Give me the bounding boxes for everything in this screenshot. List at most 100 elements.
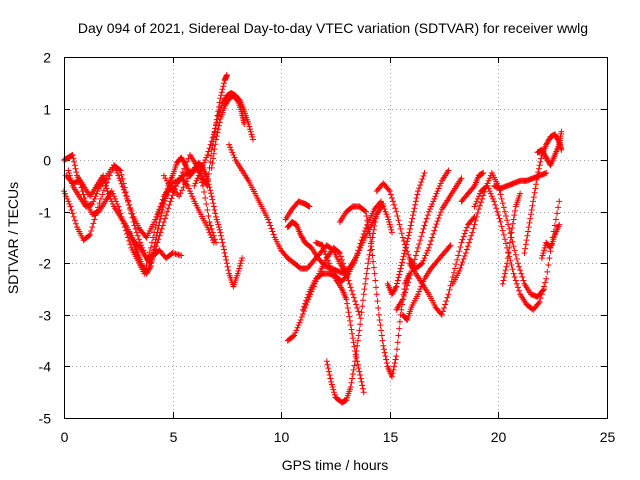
data-point-marker — [114, 170, 121, 177]
data-point-marker — [412, 252, 419, 259]
data-point-marker — [239, 255, 246, 262]
data-point-marker — [510, 270, 517, 277]
data-point-marker — [213, 216, 220, 223]
data-point-marker — [396, 325, 403, 332]
data-point-marker — [355, 308, 362, 315]
data-point-marker — [531, 189, 538, 196]
data-point-marker — [341, 263, 348, 270]
data-point-marker — [505, 249, 512, 256]
data-point-marker — [149, 255, 156, 262]
data-point-marker — [472, 200, 479, 207]
data-point-marker — [89, 200, 96, 207]
data-point-marker — [235, 268, 242, 275]
data-point-marker — [150, 247, 157, 254]
data-point-marker — [386, 221, 393, 228]
data-point-marker — [204, 206, 211, 213]
data-point-marker — [223, 100, 230, 107]
data-point-marker — [176, 193, 183, 200]
data-point-marker — [206, 145, 213, 152]
data-point-marker — [202, 194, 209, 201]
data-point-marker — [518, 270, 525, 277]
data-point-marker — [378, 198, 385, 205]
data-point-marker — [158, 210, 165, 217]
data-point-marker — [211, 128, 218, 135]
data-point-marker — [538, 255, 545, 262]
data-point-marker — [192, 180, 199, 187]
data-point-marker — [345, 277, 352, 284]
series-track-24 — [471, 182, 563, 313]
data-point-marker — [354, 337, 361, 344]
data-point-marker — [458, 262, 465, 269]
data-point-marker — [90, 220, 97, 227]
data-point-marker — [386, 188, 393, 195]
data-point-marker — [198, 164, 205, 171]
data-point-marker — [467, 236, 474, 243]
data-point-marker — [374, 298, 381, 305]
data-point-marker — [552, 132, 559, 139]
data-point-marker — [430, 231, 437, 238]
data-point-marker — [426, 206, 433, 213]
data-point-marker — [504, 217, 511, 224]
data-point-marker — [204, 224, 211, 231]
data-point-marker — [425, 244, 432, 251]
data-point-marker — [361, 228, 368, 235]
data-point-marker — [433, 221, 440, 228]
data-point-marker — [205, 176, 212, 183]
x-tick-label: 0 — [61, 429, 69, 445]
data-point-marker — [417, 237, 424, 244]
data-point-marker — [546, 243, 553, 250]
data-point-marker — [266, 219, 273, 226]
data-point-marker — [290, 333, 297, 340]
data-point-marker — [215, 126, 222, 133]
data-point-marker — [382, 353, 389, 360]
data-point-marker — [126, 201, 133, 208]
data-point-marker — [344, 271, 351, 278]
data-point-marker — [528, 206, 535, 213]
data-point-marker — [478, 199, 485, 206]
data-point-marker — [105, 190, 112, 197]
data-point-marker — [353, 347, 360, 354]
data-point-marker — [461, 252, 468, 259]
data-point-marker — [383, 359, 390, 366]
data-point-marker — [380, 203, 387, 210]
data-point-marker — [324, 257, 331, 264]
data-point-marker — [151, 219, 158, 226]
data-point-marker — [399, 234, 406, 241]
data-point-marker — [543, 155, 550, 162]
data-point-marker — [480, 170, 487, 177]
data-point-marker — [508, 229, 515, 236]
data-point-marker — [91, 195, 98, 202]
data-point-marker — [208, 138, 215, 145]
data-point-marker — [473, 198, 480, 205]
series-track-21 — [406, 213, 478, 318]
data-point-marker — [400, 253, 407, 260]
data-point-marker — [442, 301, 449, 308]
data-point-marker — [474, 195, 481, 202]
data-point-marker — [403, 316, 410, 323]
data-point-marker — [182, 162, 189, 169]
data-point-marker — [416, 240, 423, 247]
data-point-marker — [208, 234, 215, 241]
series-track-12 — [284, 244, 363, 344]
data-point-marker — [224, 263, 231, 270]
data-point-marker — [69, 151, 76, 158]
data-point-marker — [513, 255, 520, 262]
data-point-marker — [471, 221, 478, 228]
data-point-marker — [535, 165, 542, 172]
data-point-marker — [470, 184, 477, 191]
data-point-marker — [152, 239, 159, 246]
data-point-marker — [66, 200, 73, 207]
data-point-marker — [388, 373, 395, 380]
data-point-marker — [292, 329, 299, 336]
data-point-marker — [444, 294, 451, 301]
data-point-marker — [116, 166, 123, 173]
data-point-marker — [71, 217, 78, 224]
data-point-marker — [66, 172, 73, 179]
data-point-marker — [152, 236, 159, 243]
data-point-marker — [520, 277, 527, 284]
data-point-marker — [366, 230, 373, 237]
data-point-marker — [302, 300, 309, 307]
data-point-marker — [387, 224, 394, 231]
data-point-marker — [361, 286, 368, 293]
data-point-marker — [120, 186, 127, 193]
